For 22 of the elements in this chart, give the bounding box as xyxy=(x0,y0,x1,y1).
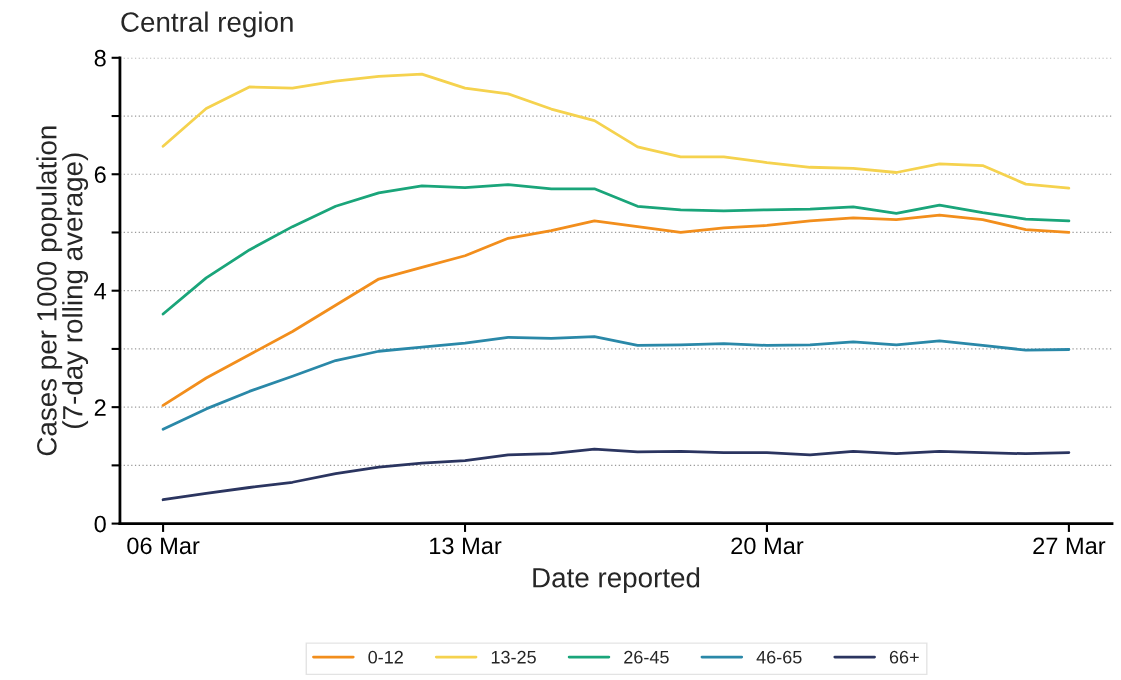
y-tick-label: 6 xyxy=(94,166,106,184)
x-tick-label: 06 Mar xyxy=(127,537,200,555)
legend-label: 66+ xyxy=(889,650,919,664)
line-series xyxy=(161,72,1071,190)
legend-label: 13-25 xyxy=(491,650,536,664)
line-series xyxy=(161,183,1071,316)
chart-title: Central region xyxy=(121,11,293,38)
legend-label: 46-65 xyxy=(756,650,802,664)
x-axis-title: Date reported xyxy=(533,567,700,594)
y-tick-label: 0 xyxy=(94,515,106,533)
y-tick-label: 4 xyxy=(94,283,107,300)
y-axis-title: Cases per 1000 population (7-day rolling average) xyxy=(36,126,89,456)
x-tick-label: 27 Mar xyxy=(1033,537,1106,555)
legend-label: 0-12 xyxy=(368,650,403,664)
legend-label: 26-45 xyxy=(624,650,669,664)
line-series xyxy=(161,335,1071,431)
line-series xyxy=(161,447,1071,502)
y-tick-label: 8 xyxy=(94,49,106,67)
x-tick-label: 13 Mar xyxy=(430,537,502,555)
line-series xyxy=(161,213,1071,407)
x-tick-label: 20 Mar xyxy=(731,537,804,555)
y-tick-label: 2 xyxy=(94,399,106,416)
